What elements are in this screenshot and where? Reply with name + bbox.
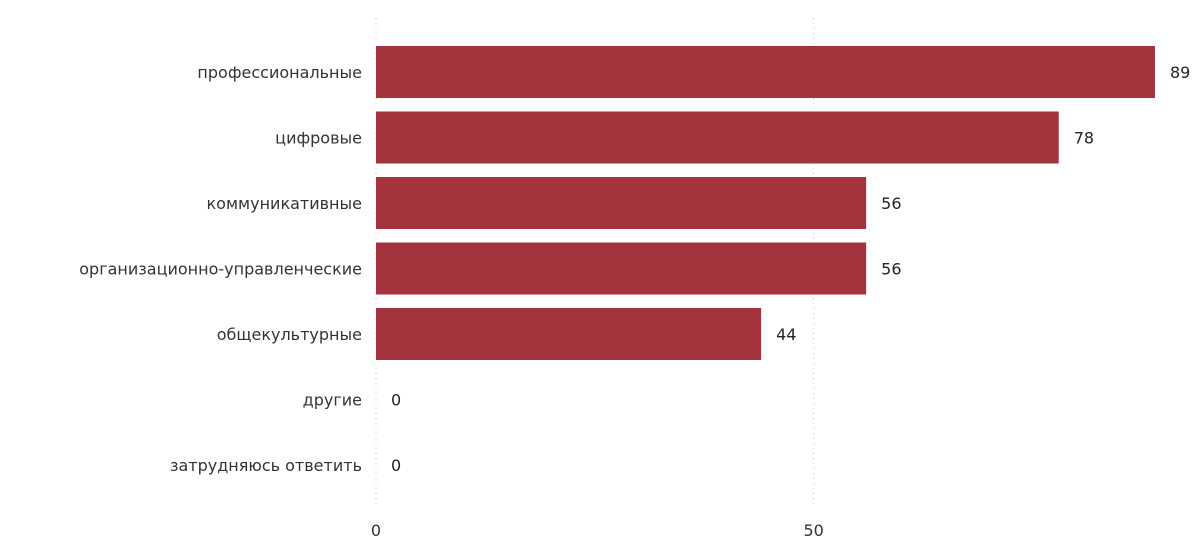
category-label-5: другие (303, 391, 362, 410)
bar-3 (376, 242, 867, 295)
bars-group (376, 46, 1155, 360)
bar-2 (376, 177, 867, 229)
value-label-5: 0 (391, 391, 401, 410)
value-label-2: 56 (881, 194, 901, 213)
category-labels: профессиональные цифровые коммуникативные о… (79, 63, 362, 475)
category-label-3: организационно-управленческие (79, 260, 362, 279)
category-label-0: профессиональные (197, 63, 362, 82)
x-axis-ticks: 0 50 (371, 521, 824, 540)
x-tick-label-50: 50 (803, 521, 823, 540)
value-labels: 89 78 56 56 44 0 0 (391, 63, 1190, 475)
x-tick-label-0: 0 (371, 521, 381, 540)
category-label-1: цифровые (275, 129, 362, 148)
bar-4 (376, 308, 762, 360)
value-label-6: 0 (391, 456, 401, 475)
bar-0 (376, 46, 1155, 98)
value-label-4: 44 (776, 325, 796, 344)
value-label-0: 89 (1170, 63, 1190, 82)
category-label-2: коммуникативные (207, 194, 362, 213)
bar-1 (376, 111, 1059, 164)
category-label-6: затрудняюсь ответить (170, 456, 362, 475)
value-label-3: 56 (881, 260, 901, 279)
grid-lines (375, 18, 815, 505)
category-label-4: общекультурные (217, 325, 362, 344)
value-label-1: 78 (1074, 129, 1094, 148)
